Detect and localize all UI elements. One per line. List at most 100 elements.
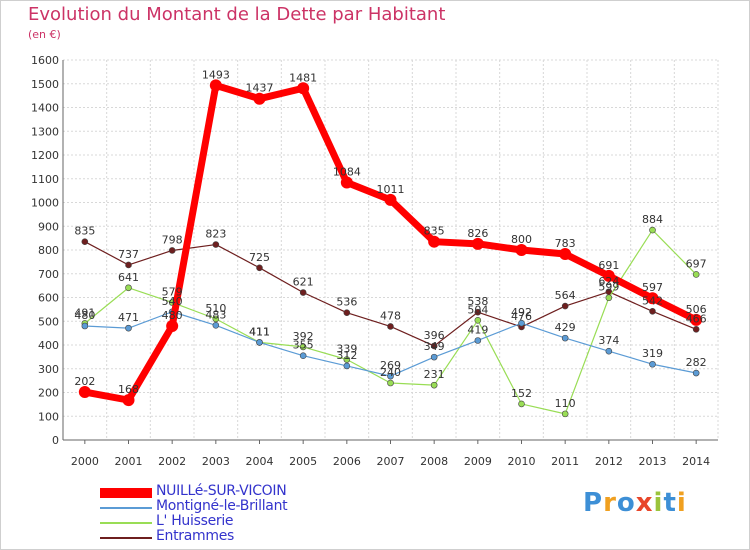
x-tick-label: 2014 — [682, 455, 710, 468]
data-label: 492 — [511, 306, 532, 319]
data-label: 168 — [118, 383, 139, 396]
y-tick-label: 200 — [38, 387, 59, 400]
data-point — [649, 360, 656, 368]
x-tick-label: 2007 — [377, 455, 405, 468]
x-tick-label: 2001 — [115, 455, 143, 468]
data-label: 312 — [336, 349, 357, 362]
data-label: 483 — [205, 308, 226, 321]
y-tick-label: 500 — [38, 315, 59, 328]
data-label: 597 — [642, 281, 663, 294]
data-point — [168, 247, 176, 254]
data-point — [428, 235, 441, 248]
data-label: 835 — [74, 225, 95, 238]
data-label: 800 — [511, 233, 532, 246]
data-label: 1011 — [377, 183, 405, 196]
data-label: 411 — [249, 325, 270, 338]
data-label: 480 — [162, 309, 183, 322]
y-tick-label: 1200 — [31, 149, 59, 162]
data-point — [81, 322, 89, 330]
data-point — [299, 343, 307, 351]
data-label: 826 — [467, 227, 488, 240]
data-label: 476 — [511, 310, 532, 323]
data-point — [212, 315, 220, 323]
logo-letter: i — [653, 488, 664, 518]
x-tick-label: 2009 — [464, 455, 492, 468]
x-tick-label: 2000 — [71, 455, 99, 468]
data-point — [343, 356, 351, 363]
data-point — [690, 313, 703, 326]
data-point — [518, 319, 525, 327]
data-point — [343, 362, 351, 370]
logo-letter: x — [635, 488, 654, 518]
data-point — [340, 176, 353, 189]
data-point — [387, 379, 394, 387]
data-label: 564 — [555, 289, 576, 302]
data-point — [559, 248, 572, 261]
data-point — [471, 237, 484, 250]
data-label: 491 — [74, 306, 95, 319]
data-label: 579 — [162, 285, 183, 298]
data-point — [561, 410, 569, 418]
legend-swatch — [100, 537, 152, 539]
y-tick-label: 600 — [38, 292, 59, 305]
data-label: 1084 — [333, 166, 361, 179]
data-point — [649, 226, 656, 234]
data-point — [474, 337, 482, 344]
data-label: 374 — [598, 334, 619, 347]
x-tick-label: 2005 — [289, 455, 317, 468]
data-point — [430, 342, 438, 350]
data-label: 540 — [162, 295, 183, 308]
y-tick-label: 900 — [38, 220, 59, 233]
legend-swatch — [100, 488, 152, 498]
legend-label: L' Huisserie — [156, 513, 234, 529]
y-tick-label: 300 — [38, 363, 59, 376]
data-point — [430, 353, 438, 361]
data-point — [430, 381, 438, 389]
legend-label: Entrammes — [156, 528, 235, 544]
y-tick-label: 1500 — [31, 78, 59, 91]
data-point — [387, 372, 394, 380]
data-label: 506 — [686, 303, 707, 316]
data-label: 471 — [118, 311, 139, 324]
x-tick-label: 2013 — [639, 455, 667, 468]
legend-swatch — [100, 507, 152, 509]
data-label: 355 — [293, 339, 314, 352]
data-label: 240 — [380, 366, 401, 379]
data-label: 510 — [205, 302, 226, 315]
data-label: 319 — [642, 347, 663, 360]
data-label: 480 — [74, 309, 95, 322]
y-tick-label: 700 — [38, 268, 59, 281]
data-point — [649, 307, 656, 315]
y-tick-label: 800 — [38, 244, 59, 257]
data-point — [474, 316, 482, 324]
logo-letter: t — [663, 488, 677, 518]
chart-subtitle: (en €) — [28, 28, 61, 41]
logo-letter: r — [603, 488, 617, 518]
data-label: 691 — [598, 259, 619, 272]
y-tick-label: 0 — [52, 434, 59, 447]
legend-label: Montigné-le-Brillant — [156, 498, 288, 514]
y-tick-label: 400 — [38, 339, 59, 352]
data-point — [166, 320, 179, 332]
y-tick-label: 1100 — [31, 173, 59, 186]
data-label: 1493 — [202, 68, 230, 81]
data-point — [646, 292, 659, 305]
data-point — [299, 352, 307, 359]
data-label: 396 — [424, 329, 445, 342]
data-label: 641 — [118, 271, 139, 284]
data-label: 349 — [424, 340, 445, 353]
data-label: 823 — [205, 228, 226, 241]
data-point — [561, 334, 569, 342]
data-label: 542 — [642, 294, 663, 307]
data-label: 621 — [293, 276, 314, 289]
data-label: 697 — [686, 257, 707, 270]
data-point — [515, 244, 528, 256]
data-label: 798 — [162, 233, 183, 246]
data-point — [256, 339, 263, 346]
data-point — [692, 326, 700, 333]
data-label: 624 — [598, 275, 619, 288]
x-tick-label: 2002 — [158, 455, 186, 468]
data-label: 884 — [642, 213, 663, 226]
x-tick-label: 2008 — [420, 455, 448, 468]
data-point — [256, 264, 263, 272]
